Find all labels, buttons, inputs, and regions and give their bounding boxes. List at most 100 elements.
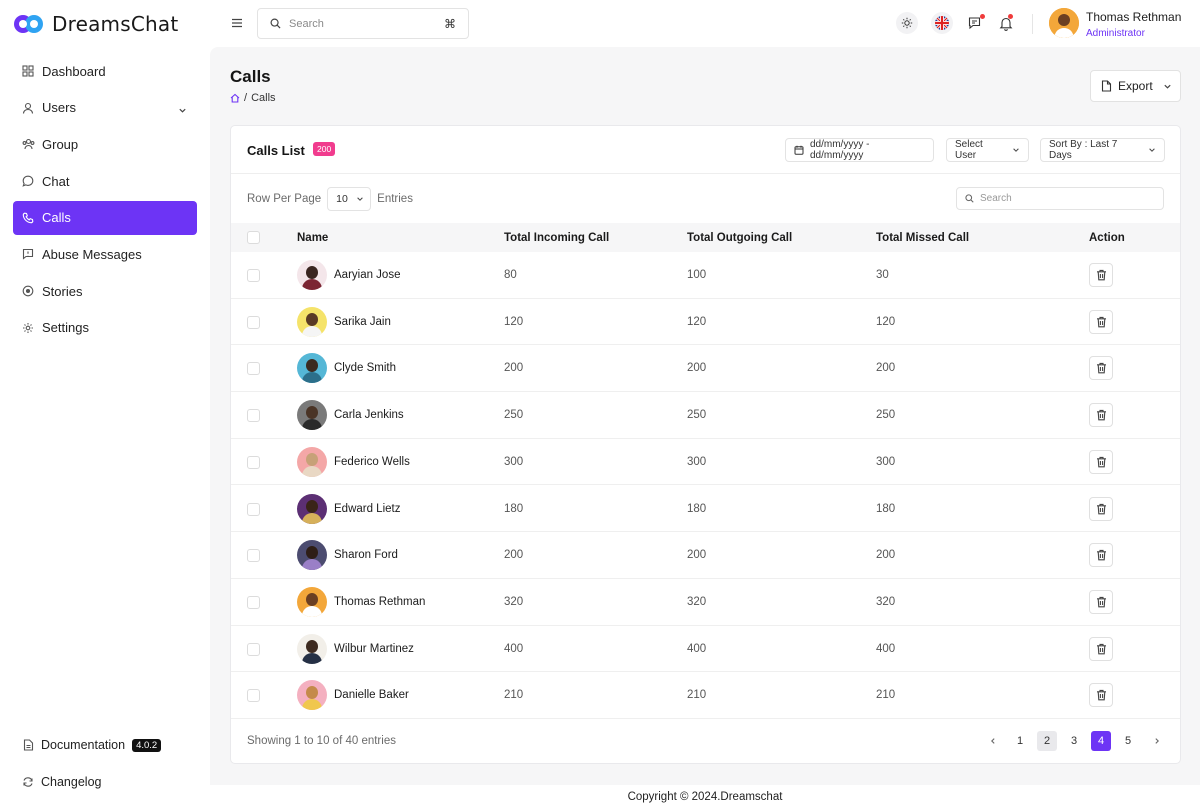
sidebar-item-stories[interactable]: Stories bbox=[13, 274, 197, 308]
uk-flag-icon[interactable] bbox=[931, 12, 953, 34]
table-row: Danielle Baker 210 210 210 bbox=[231, 672, 1180, 719]
row-checkbox[interactable] bbox=[247, 362, 260, 376]
sidebar-item-chat[interactable]: Chat bbox=[13, 164, 197, 198]
trash-icon bbox=[1096, 362, 1107, 374]
name-cell: Federico Wells bbox=[297, 446, 410, 477]
column-header-incoming[interactable]: Total Incoming Call bbox=[504, 232, 610, 244]
row-checkbox[interactable] bbox=[247, 269, 260, 282]
incoming-cell: 400 bbox=[504, 642, 524, 655]
user-name[interactable]: Aaryian Jose bbox=[334, 269, 401, 281]
changelog-icon bbox=[21, 775, 35, 789]
row-checkbox[interactable] bbox=[247, 689, 260, 703]
table-search-input[interactable]: Search bbox=[956, 187, 1164, 210]
user-name[interactable]: Carla Jenkins bbox=[334, 409, 404, 422]
messages-icon[interactable] bbox=[964, 12, 986, 34]
row-checkbox[interactable] bbox=[247, 455, 260, 469]
delete-button[interactable] bbox=[1089, 403, 1113, 428]
copyright: Copyright © 2024.Dreamschat bbox=[627, 791, 783, 803]
hamburger-menu-icon[interactable] bbox=[230, 16, 244, 30]
delete-button[interactable] bbox=[1089, 589, 1113, 614]
page-2[interactable]: 2 bbox=[1037, 731, 1057, 751]
user-icon bbox=[21, 101, 35, 115]
sidebar-item-dashboard[interactable]: Dashboard bbox=[13, 54, 197, 88]
name-cell: Aaryian Jose bbox=[297, 260, 400, 290]
theme-toggle-icon[interactable] bbox=[896, 12, 918, 34]
incoming-cell: 250 bbox=[504, 409, 524, 422]
outgoing-cell: 300 bbox=[687, 455, 707, 468]
breadcrumb: / Calls bbox=[230, 92, 276, 104]
avatar bbox=[297, 306, 327, 337]
outgoing-cell: 200 bbox=[687, 362, 707, 375]
sort-by-dropdown[interactable]: Sort By : Last 7 Days bbox=[1040, 138, 1165, 162]
row-checkbox[interactable] bbox=[247, 549, 260, 563]
rows-per-page-select[interactable]: 10 bbox=[327, 187, 372, 211]
page-4[interactable]: 4 bbox=[1091, 731, 1111, 751]
sidebar: DreamsChat Dashboard Users Group Chat Ca… bbox=[0, 0, 210, 812]
missed-cell: 200 bbox=[876, 549, 896, 562]
delete-button[interactable] bbox=[1089, 683, 1113, 708]
user-name[interactable]: Edward Lietz bbox=[334, 502, 401, 515]
top-header: Search ⌘ Thomas Rethman Administrator bbox=[210, 0, 1200, 47]
bell-icon[interactable] bbox=[995, 12, 1017, 34]
brand[interactable]: DreamsChat bbox=[12, 10, 178, 38]
user-name[interactable]: Wilbur Martinez bbox=[334, 642, 414, 655]
incoming-cell: 320 bbox=[504, 595, 524, 608]
chat-icon bbox=[21, 174, 35, 188]
trash-icon bbox=[1096, 316, 1107, 328]
row-checkbox[interactable] bbox=[247, 595, 260, 609]
user-name[interactable]: Thomas Rethman bbox=[334, 595, 426, 608]
row-checkbox[interactable] bbox=[247, 502, 260, 516]
table-row: Federico Wells 300 300 300 bbox=[231, 439, 1180, 486]
delete-button[interactable] bbox=[1089, 263, 1113, 287]
next-page-icon[interactable] bbox=[1147, 731, 1167, 751]
table-search-placeholder: Search bbox=[980, 193, 1012, 204]
delete-button[interactable] bbox=[1089, 449, 1113, 474]
sidebar-item-settings[interactable]: Settings bbox=[13, 311, 197, 345]
column-header-missed[interactable]: Total Missed Call bbox=[876, 232, 970, 244]
column-header-name[interactable]: Name bbox=[297, 232, 329, 244]
outgoing-cell: 180 bbox=[687, 502, 707, 515]
chevron-down-icon bbox=[356, 195, 364, 203]
sidebar-item-calls[interactable]: Calls bbox=[13, 200, 197, 235]
sidebar-item-documentation[interactable]: Documentation 4.0.2 bbox=[13, 730, 197, 760]
home-icon[interactable] bbox=[230, 93, 240, 103]
user-name[interactable]: Thomas Rethman bbox=[1086, 10, 1182, 24]
delete-button[interactable] bbox=[1089, 309, 1113, 334]
user-name[interactable]: Danielle Baker bbox=[334, 689, 409, 702]
showing-entries: Showing 1 to 10 of 40 entries bbox=[247, 735, 396, 747]
page-1[interactable]: 1 bbox=[1016, 735, 1024, 747]
user-name[interactable]: Clyde Smith bbox=[334, 362, 396, 375]
chevron-down-icon bbox=[1012, 146, 1020, 154]
prev-page-icon[interactable] bbox=[983, 731, 1003, 751]
date-range-picker[interactable]: dd/mm/yyyy - dd/mm/yyyy bbox=[785, 138, 934, 162]
row-checkbox[interactable] bbox=[247, 642, 260, 656]
calls-list-card: Calls List 200 dd/mm/yyyy - dd/mm/yyyy S… bbox=[230, 125, 1181, 764]
page-3[interactable]: 3 bbox=[1070, 735, 1078, 747]
delete-button[interactable] bbox=[1089, 356, 1113, 381]
sidebar-item-changelog[interactable]: Changelog bbox=[13, 767, 197, 797]
export-button[interactable]: Export bbox=[1090, 70, 1181, 102]
user-avatar[interactable] bbox=[1049, 8, 1079, 38]
select-all-checkbox[interactable] bbox=[247, 231, 260, 244]
select-user-dropdown[interactable]: Select User bbox=[946, 138, 1029, 162]
missed-cell: 210 bbox=[876, 689, 896, 702]
global-search-input[interactable]: Search ⌘ bbox=[257, 8, 469, 39]
user-name[interactable]: Sarika Jain bbox=[334, 315, 391, 328]
dreamschat-logo-icon bbox=[12, 13, 46, 35]
user-name[interactable]: Federico Wells bbox=[334, 455, 410, 468]
delete-button[interactable] bbox=[1089, 636, 1113, 661]
row-checkbox[interactable] bbox=[247, 409, 260, 423]
user-name[interactable]: Sharon Ford bbox=[334, 549, 398, 562]
delete-button[interactable] bbox=[1089, 543, 1113, 568]
column-header-outgoing[interactable]: Total Outgoing Call bbox=[687, 232, 793, 244]
row-checkbox[interactable] bbox=[247, 315, 260, 329]
page-5[interactable]: 5 bbox=[1124, 735, 1132, 747]
sidebar-item-label: Stories bbox=[42, 283, 83, 299]
sidebar-item-abuse-messages[interactable]: Abuse Messages bbox=[13, 237, 197, 271]
delete-button[interactable] bbox=[1089, 496, 1113, 521]
incoming-cell: 210 bbox=[504, 689, 524, 702]
sidebar-item-users[interactable]: Users bbox=[13, 91, 197, 125]
sidebar-item-group[interactable]: Group bbox=[13, 127, 197, 161]
phone-icon bbox=[21, 211, 35, 225]
table-row: Sarika Jain 120 120 120 bbox=[231, 299, 1180, 346]
